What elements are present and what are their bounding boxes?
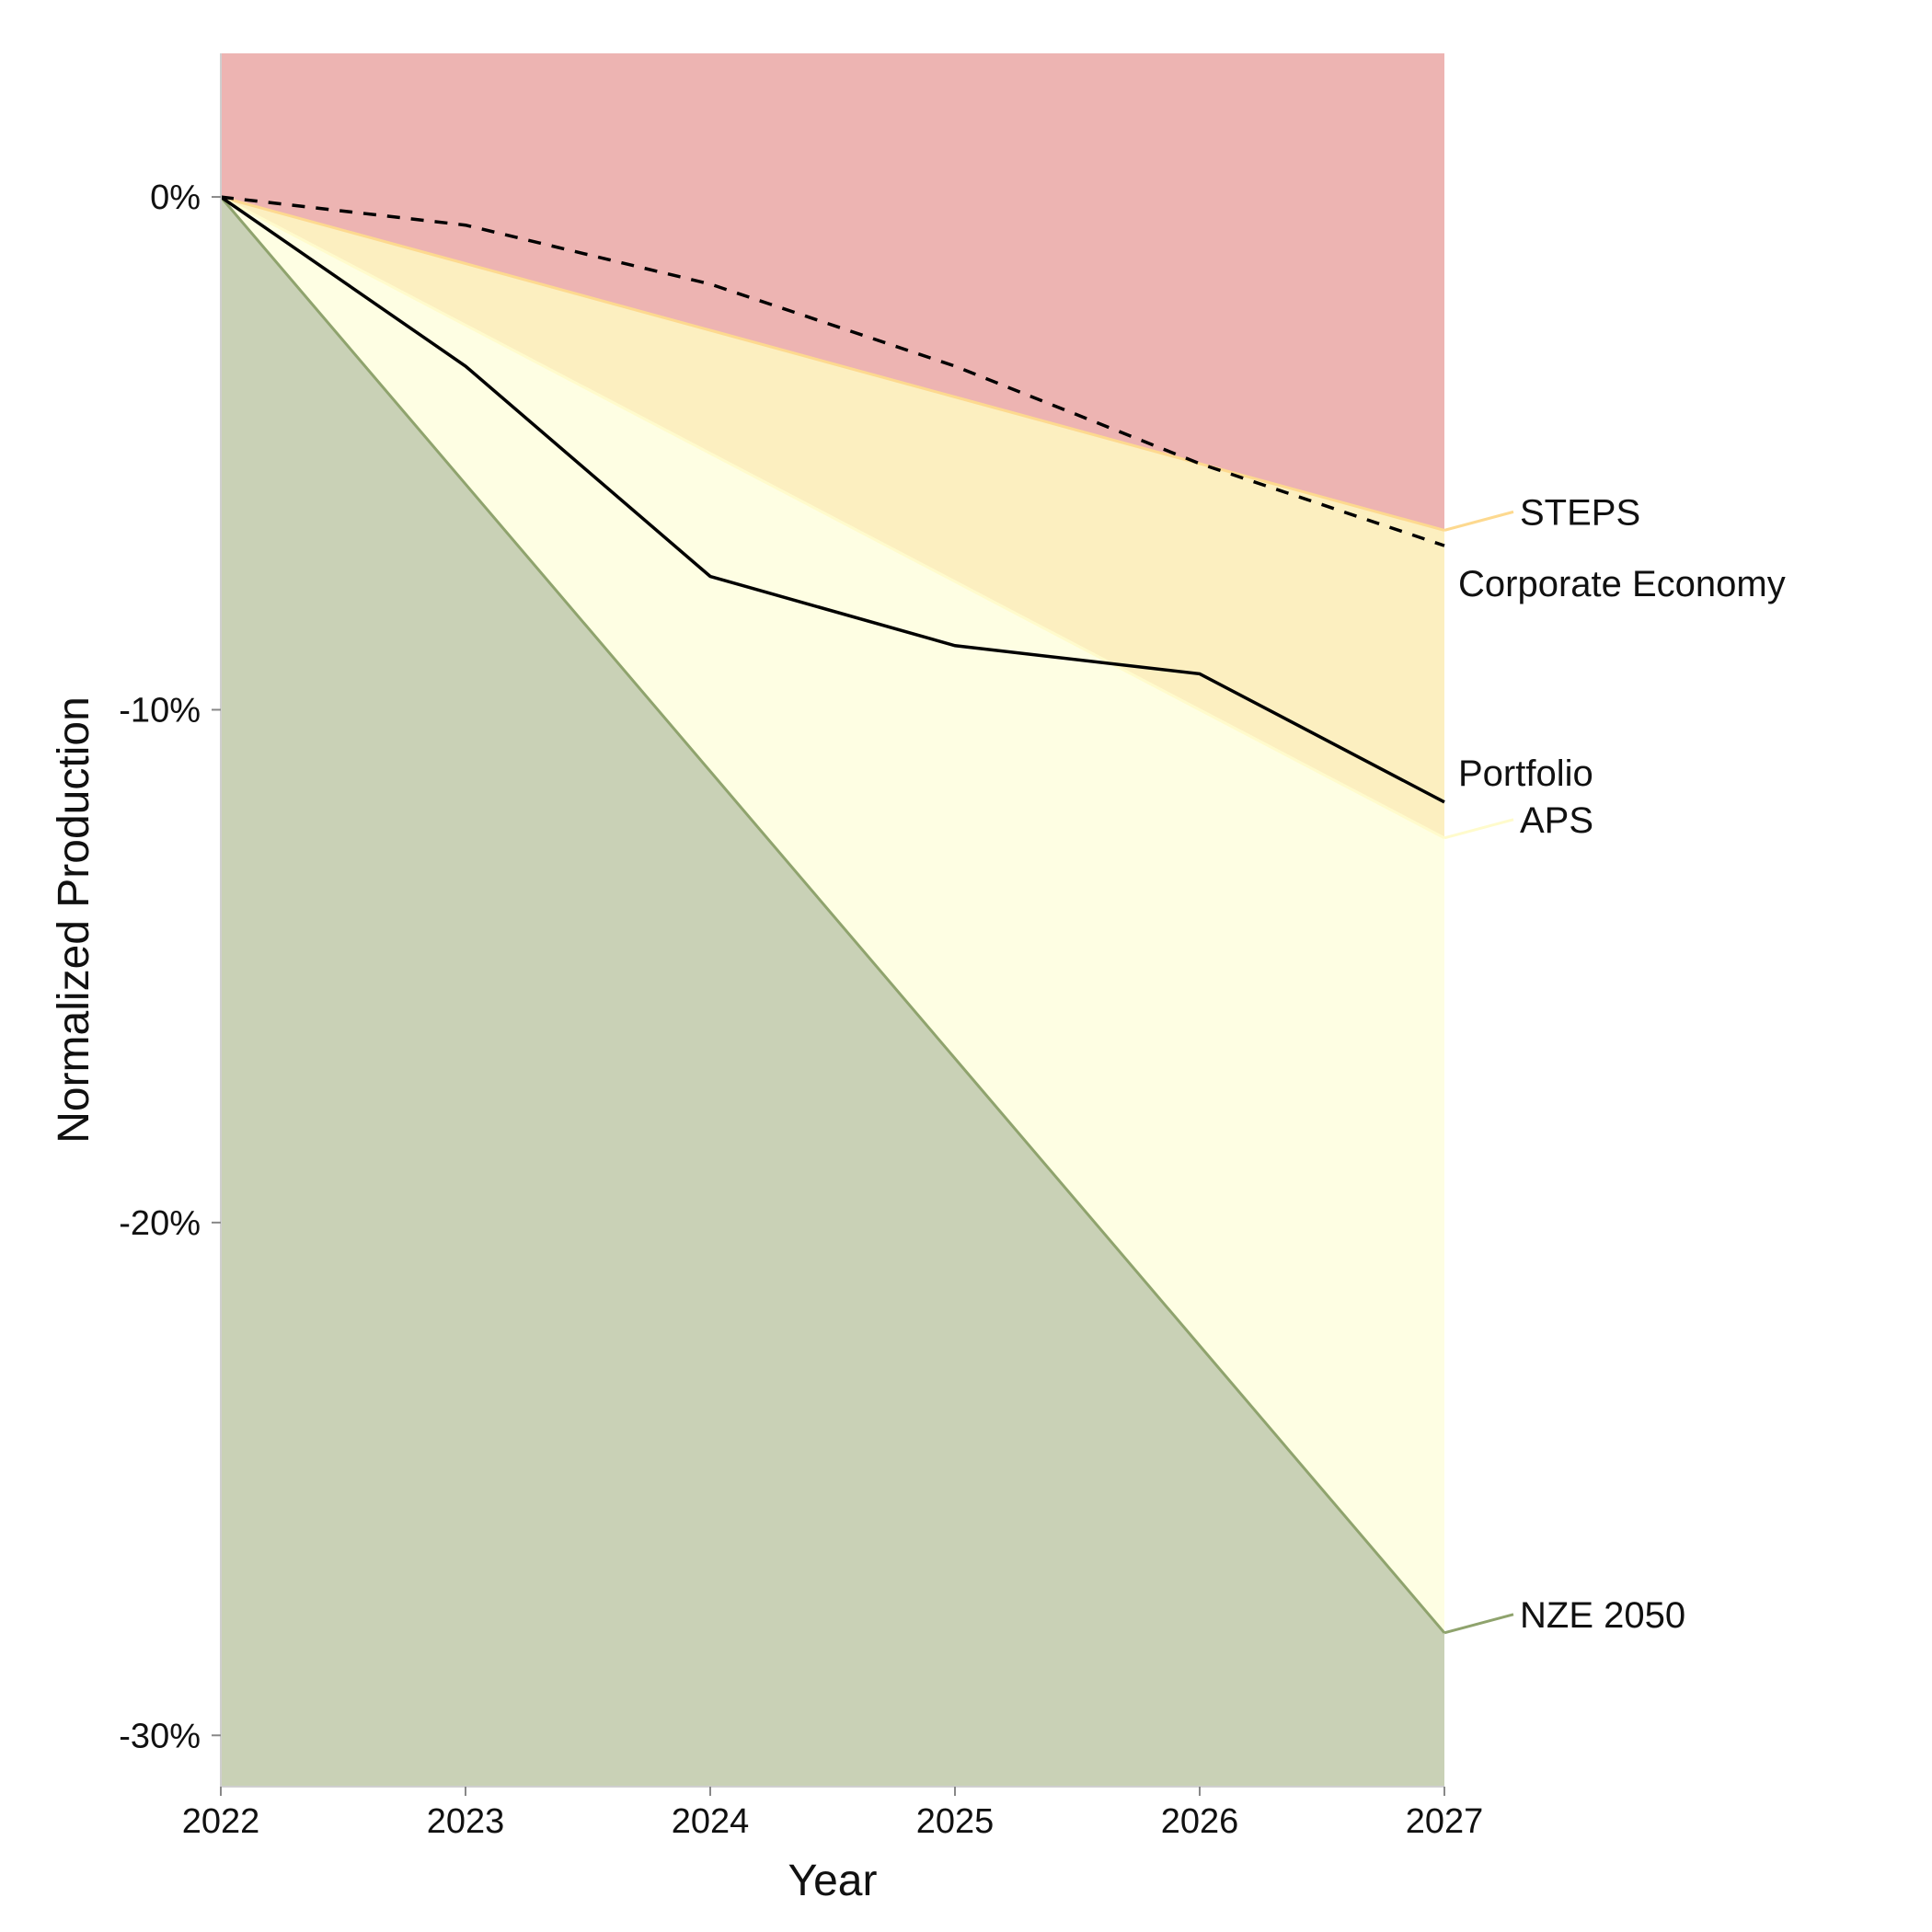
series-line-portfolio (220, 195, 1445, 804)
series-label-nze-2050: NZE 2050 (1520, 1595, 1685, 1636)
area-above-steps (221, 53, 1444, 531)
scenario-areas (219, 53, 1446, 1788)
y-axis-title: Normalized Production (50, 696, 98, 1144)
x-tick-label: 2027 (1406, 1802, 1484, 1841)
series-lines (220, 195, 1445, 804)
series-label-corporate-economy: Corporate Economy (1458, 564, 1786, 604)
label-leader-nze-2050 (1443, 1613, 1514, 1635)
label-leader-aps (1443, 818, 1514, 840)
scenario-line-nze-2050 (219, 196, 1446, 1634)
series-labels: STEPS APS NZE 2050 Portfolio Corporate Econo… (1443, 492, 1786, 1636)
series-line-corporate-economy (220, 195, 1445, 547)
x-axis-title: Year (788, 1857, 878, 1905)
x-tick-label: 2026 (1161, 1802, 1239, 1841)
x-tick-label: 2023 (427, 1802, 505, 1841)
axes: 0% -10% -20% -30% 2022 2023 2024 2025 2026 2027 (119, 53, 1483, 1841)
y-tick-label: -10% (119, 691, 201, 730)
y-tick-label: -20% (119, 1204, 201, 1243)
area-aps-nze (221, 197, 1444, 1633)
scenario-line-aps (220, 195, 1445, 840)
area-below-nze (221, 197, 1444, 1788)
y-tick-label: -30% (119, 1717, 201, 1755)
series-label-aps: APS (1520, 800, 1593, 841)
y-tick-label: 0% (150, 178, 201, 217)
x-tick-label: 2025 (916, 1802, 995, 1841)
series-label-steps: STEPS (1520, 492, 1640, 533)
x-tick-label: 2022 (182, 1802, 260, 1841)
label-leader-steps (1443, 510, 1514, 532)
scenario-line-steps (220, 195, 1445, 532)
x-tick-label: 2024 (672, 1802, 750, 1841)
series-label-portfolio: Portfolio (1458, 753, 1593, 794)
